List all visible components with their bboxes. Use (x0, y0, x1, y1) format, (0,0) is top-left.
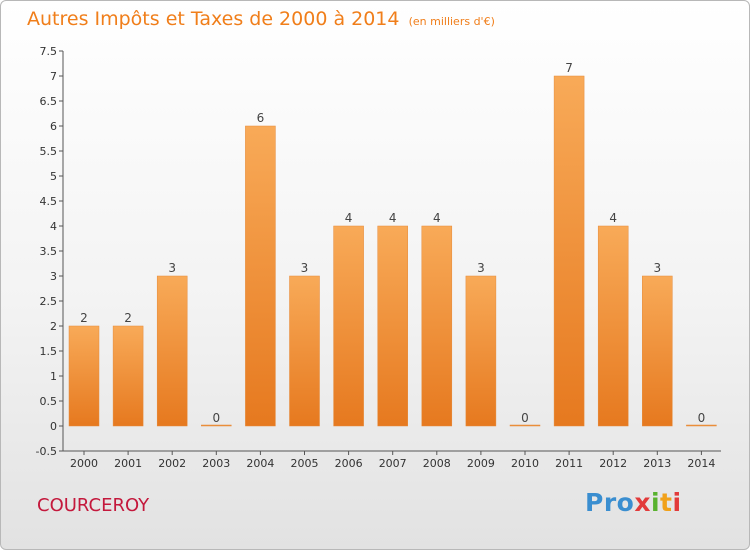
bar (156, 275, 188, 427)
y-tick-label: -0.5 (36, 445, 57, 458)
bar (201, 424, 232, 427)
title-unit: (en milliers d'€) (408, 15, 495, 28)
x-tick-label: 2007 (379, 457, 407, 470)
bar (112, 325, 144, 427)
y-tick-label: 6 (50, 120, 57, 133)
x-tick-label: 2013 (643, 457, 671, 470)
y-tick-label: 0 (50, 420, 57, 433)
commune-name: COURCEROY (37, 495, 150, 516)
bar (245, 125, 276, 427)
bar-value-label: 0 (521, 411, 529, 425)
bar-value-label: 0 (212, 411, 220, 425)
logo-part: i (650, 488, 661, 517)
bar (333, 225, 364, 427)
bar (377, 225, 408, 427)
x-tick-label: 2011 (555, 457, 583, 470)
chart-title: Autres Impôts et Taxes de 2000 à 2014 (e… (27, 8, 495, 30)
bar-value-label: 3 (168, 261, 176, 275)
bar (421, 225, 453, 427)
x-tick-label: 2012 (599, 457, 627, 470)
bar-value-label: 4 (345, 211, 353, 225)
x-tick-label: 2010 (511, 457, 539, 470)
title-main: Autres Impôts et Taxes de 2000 à 2014 (27, 8, 400, 30)
y-tick-label: 1 (50, 370, 57, 383)
bar (597, 225, 629, 427)
x-tick-label: 2009 (467, 457, 495, 470)
x-tick-label: 2006 (335, 457, 363, 470)
x-tick-label: 2002 (158, 457, 186, 470)
logo-part: t (660, 488, 673, 517)
bar-value-label: 6 (257, 111, 265, 125)
bar (686, 424, 717, 427)
y-tick-label: 2.5 (40, 295, 58, 308)
x-tick-label: 2000 (70, 457, 98, 470)
x-tick-label: 2003 (202, 457, 230, 470)
bar-value-label: 2 (124, 311, 132, 325)
bar-value-label: 4 (609, 211, 617, 225)
bar-value-label: 3 (653, 261, 661, 275)
logo-part: i (672, 488, 682, 517)
bar-value-label: 3 (477, 261, 485, 275)
y-tick-label: 4 (50, 220, 57, 233)
bar-value-label: 4 (389, 211, 397, 225)
y-tick-label: 7.5 (40, 45, 58, 58)
y-tick-label: 4.5 (40, 195, 58, 208)
x-tick-label: 2008 (423, 457, 451, 470)
bar (68, 325, 100, 427)
logo-part: x (634, 488, 651, 517)
bar (509, 424, 541, 427)
y-tick-label: 2 (50, 320, 57, 333)
bar-value-label: 7 (565, 61, 573, 75)
bar (289, 275, 320, 427)
bar-value-label: 4 (433, 211, 441, 225)
y-tick-label: 5.5 (40, 145, 58, 158)
x-tick-label: 2014 (687, 457, 715, 470)
x-tick-label: 2001 (114, 457, 142, 470)
bar-value-label: 3 (301, 261, 309, 275)
x-tick-label: 2005 (291, 457, 319, 470)
y-tick-label: 3.5 (40, 245, 58, 258)
y-tick-label: 7 (50, 70, 57, 83)
bar (642, 275, 673, 427)
bar-value-label: 2 (80, 311, 88, 325)
bar-value-label: 0 (698, 411, 706, 425)
y-tick-label: 1.5 (40, 345, 58, 358)
proxiti-logo: Proxiti (585, 488, 682, 517)
x-tick-label: 2004 (246, 457, 274, 470)
bar (465, 275, 497, 427)
bar (553, 75, 585, 427)
logo-part: Pro (585, 488, 635, 517)
y-tick-label: 6.5 (40, 95, 58, 108)
y-tick-label: 0.5 (40, 395, 58, 408)
y-tick-label: 5 (50, 170, 57, 183)
y-tick-label: 3 (50, 270, 57, 283)
